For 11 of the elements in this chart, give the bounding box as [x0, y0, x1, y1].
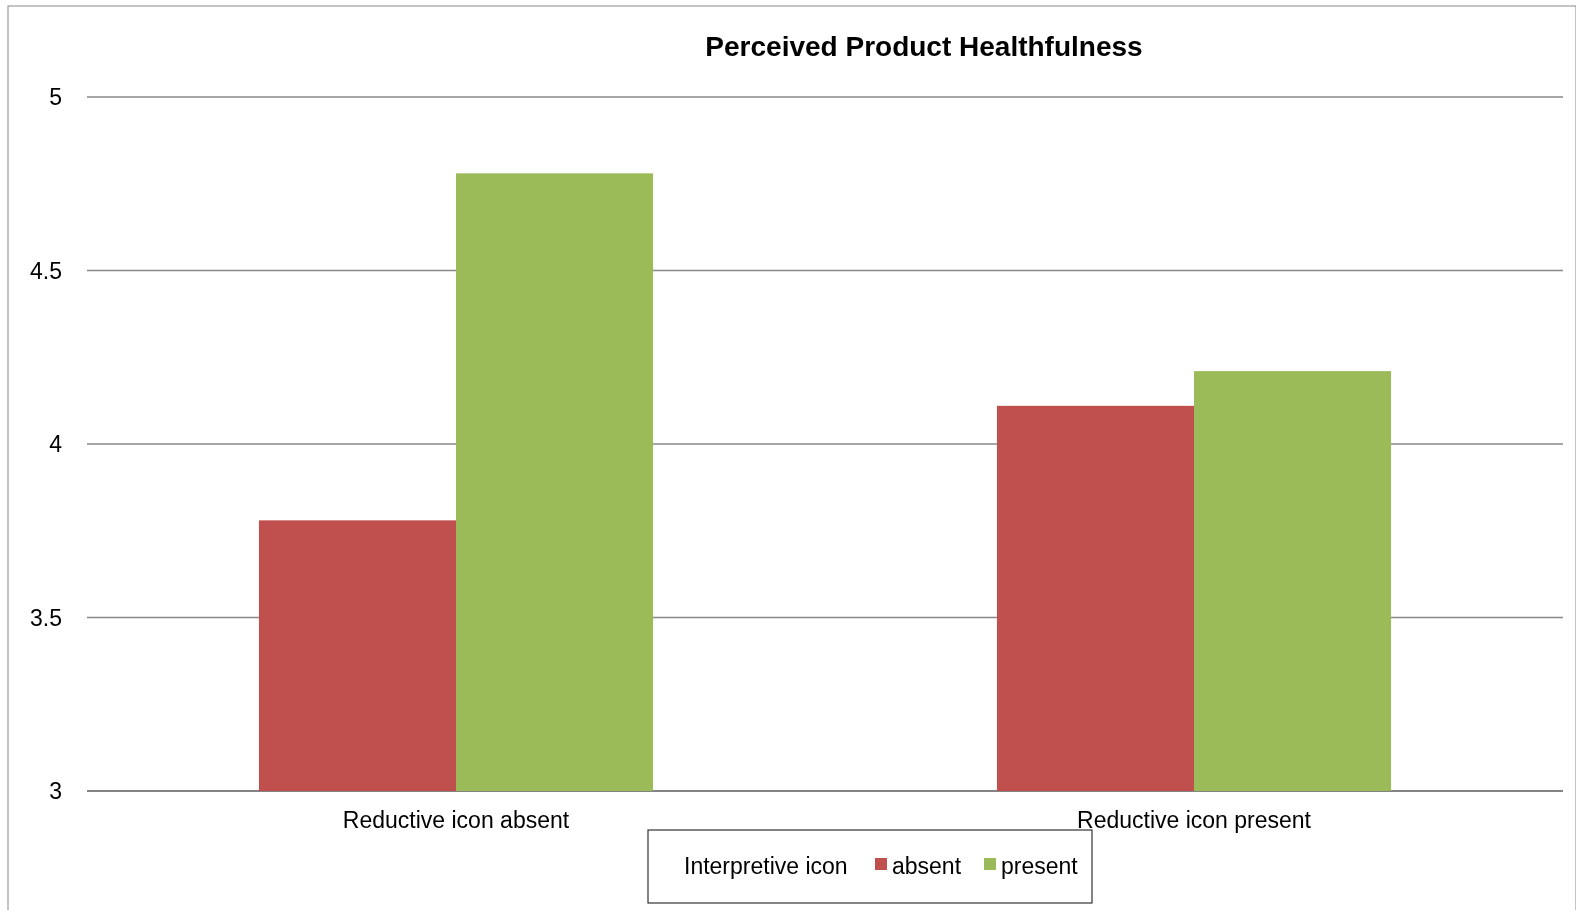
- y-tick-label: 4.5: [30, 257, 62, 284]
- x-tick-label: Reductive icon present: [1077, 807, 1312, 833]
- y-tick-label: 3: [49, 778, 62, 804]
- legend-title: Interpretive icon: [684, 853, 848, 879]
- y-tick-label: 4: [49, 431, 63, 457]
- legend-label: present: [1001, 853, 1079, 879]
- legend-label: absent: [892, 853, 962, 879]
- y-tick-label: 3.5: [30, 604, 62, 631]
- chart-title: Perceived Product Healthfulness: [705, 31, 1143, 62]
- x-tick-label: Reductive icon absent: [342, 807, 570, 833]
- y-tick-label: 5: [49, 84, 62, 110]
